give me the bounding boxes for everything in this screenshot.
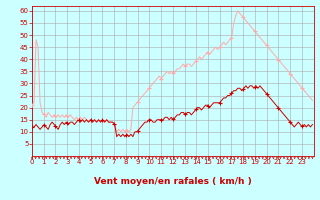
X-axis label: Vent moyen/en rafales ( km/h ): Vent moyen/en rafales ( km/h ) — [94, 177, 252, 186]
